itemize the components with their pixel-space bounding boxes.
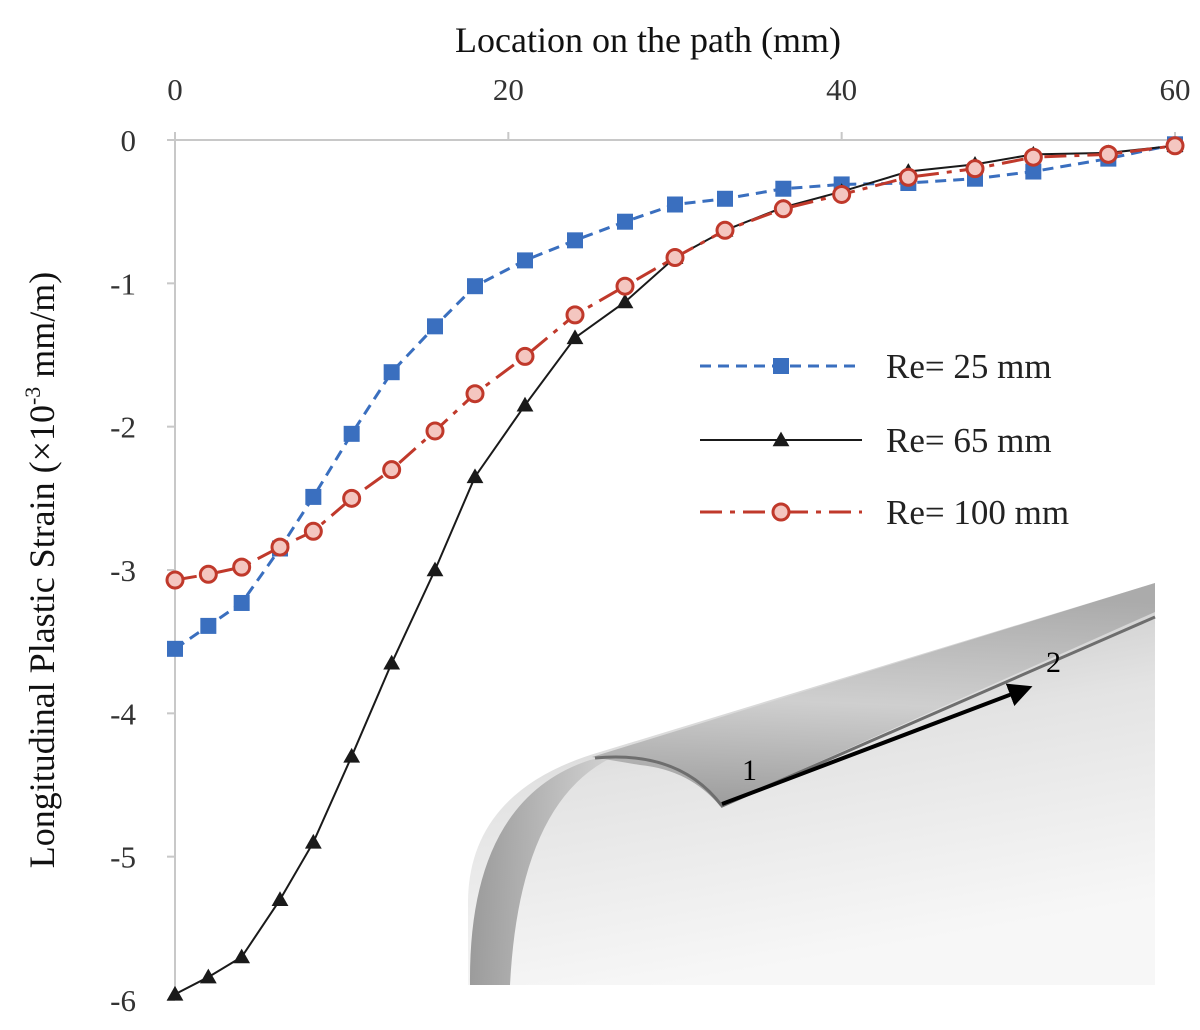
data-point [233, 948, 251, 964]
legend-item: Re= 25 mm [700, 347, 1052, 386]
x-ticks: 0 20 40 60 [167, 72, 1191, 140]
data-point [166, 985, 184, 1001]
data-point [565, 305, 585, 325]
data-point [383, 364, 400, 381]
y-tick-label: 0 [121, 123, 137, 158]
path-start-label: 1 [742, 754, 757, 787]
data-point [775, 180, 792, 197]
data-point [616, 293, 634, 309]
y-axis-title: Longitudinal Plastic Strain (×10-3 mm/m) [20, 272, 62, 869]
legend-item: Re= 100 mm [700, 493, 1069, 532]
data-point [773, 199, 793, 219]
data-point [199, 968, 217, 984]
data-point [717, 190, 733, 207]
data-point [304, 833, 322, 849]
data-point [167, 640, 183, 657]
data-point [270, 537, 290, 557]
data-point [1098, 144, 1118, 164]
y-axis-title-suffix: mm/m) [22, 272, 62, 387]
series-line [174, 142, 1176, 651]
data-point [665, 248, 685, 268]
data-point [898, 167, 918, 187]
y-tick-label: -5 [110, 840, 136, 875]
y-tick-label: -2 [110, 410, 136, 445]
legend-label: Re= 100 mm [886, 493, 1069, 532]
data-point [566, 329, 584, 345]
y-tick-label: -3 [110, 553, 136, 588]
tube-groove [594, 615, 1156, 808]
x-axis-title: Location on the path (mm) [455, 20, 841, 60]
data-point [617, 213, 633, 230]
data-point [232, 557, 252, 577]
y-tick-label: -4 [110, 696, 136, 731]
data-point [515, 346, 535, 366]
data-point [382, 460, 402, 480]
data-point [1023, 147, 1043, 167]
data-point [715, 220, 735, 240]
x-tick-label: 0 [167, 72, 183, 107]
tube-end-face [469, 752, 625, 985]
path-arrow [721, 683, 1033, 806]
y-ticks: 0 -1 -2 -3 -4 -5 -6 [110, 123, 175, 1018]
tube-upper-surface [592, 583, 1155, 806]
legend: Re= 25 mm Re= 65 mm Re= 100 mm [700, 347, 1069, 532]
data-point [342, 488, 362, 508]
data-point [1165, 136, 1185, 156]
x-tick-label: 40 [826, 72, 857, 107]
legend-marker [772, 431, 790, 447]
data-point [466, 468, 484, 484]
data-point [271, 891, 289, 906]
data-point [233, 594, 250, 611]
data-point [426, 561, 444, 577]
data-point [467, 278, 483, 295]
data-point [465, 384, 485, 404]
y-axis-title-prefix: Longitudinal Plastic Strain (×10 [22, 405, 62, 868]
series-1 [167, 136, 1183, 657]
data-point [425, 421, 445, 441]
series-layer [165, 136, 1185, 1001]
legend-marker [771, 502, 791, 522]
legend-label: Re= 65 mm [886, 421, 1052, 460]
data-point [427, 318, 443, 335]
data-point [198, 564, 218, 584]
y-tick-label: -1 [110, 266, 136, 301]
x-tick-label: 60 [1160, 72, 1191, 107]
legend-marker [773, 358, 789, 374]
data-point [517, 252, 533, 269]
y-axis-title-exponent: -3 [20, 387, 45, 405]
data-point [516, 396, 534, 412]
x-tick-label: 20 [493, 72, 524, 107]
data-point [1025, 163, 1042, 180]
data-point [615, 276, 635, 296]
data-point [200, 617, 217, 634]
tube-illustration: 1 2 [468, 583, 1156, 985]
data-point [832, 184, 852, 204]
data-point [383, 654, 401, 670]
data-point [343, 747, 361, 763]
data-point [305, 488, 322, 505]
data-point [303, 521, 323, 541]
data-point [667, 196, 683, 213]
path-end-label: 2 [1046, 646, 1061, 679]
data-point [165, 570, 185, 590]
series-3 [165, 136, 1185, 590]
legend-label: Re= 25 mm [886, 347, 1052, 386]
data-point [965, 159, 985, 179]
data-point [567, 232, 583, 249]
data-point [343, 425, 360, 442]
y-tick-label: -6 [110, 983, 136, 1018]
legend-item: Re= 65 mm [700, 421, 1052, 460]
